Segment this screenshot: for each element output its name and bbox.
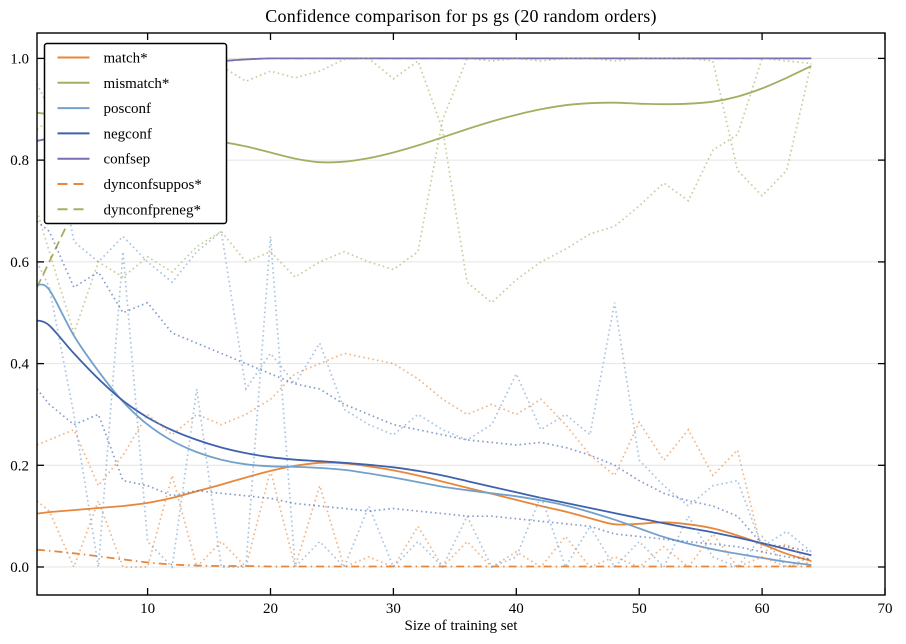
x-tick-label-50: 50 [632, 601, 647, 617]
chart-title: Confidence comparison for ps gs (20 rand… [265, 6, 657, 26]
x-axis-label: Size of training set [404, 618, 518, 634]
y-tick-label-0.8: 0.8 [10, 153, 29, 169]
series-mismatch-upper-line [37, 57, 812, 304]
series-negconf-lower-line [37, 388, 812, 561]
legend-label-confsep: confsep [104, 152, 151, 168]
x-tick-label-30: 30 [386, 601, 401, 617]
series-posconf-upper-line [37, 83, 812, 553]
series-dynconfsuppos-line [37, 548, 812, 568]
plot-spines [36, 32, 886, 596]
legend-label-mismatch: mismatch* [104, 76, 170, 92]
legend-label-negconf: negconf [104, 126, 152, 142]
series-match-lower-line [37, 470, 812, 571]
series-posconf-line [37, 283, 812, 566]
legend-label-posconf: posconf [104, 101, 152, 117]
legend-label-dynconfsuppos: dynconfsuppos* [104, 177, 202, 193]
x-tick-label-20: 20 [263, 601, 278, 617]
x-tick-label-10: 10 [140, 601, 155, 617]
series-match-line [37, 461, 812, 562]
y-tick-label-0: 0.0 [10, 560, 29, 576]
y-tick-label-0.4: 0.4 [10, 357, 29, 373]
x-tick-label-40: 40 [509, 601, 524, 617]
series-mismatch-lower-line [37, 57, 813, 336]
series-negconf-upper-line [37, 220, 812, 553]
legend-box [43, 42, 228, 225]
series-match-upper-line [37, 352, 812, 563]
legend-label-match: match* [104, 51, 148, 67]
y-tick-label-0.6: 0.6 [10, 255, 29, 271]
x-tick-label-70: 70 [878, 601, 893, 617]
y-tick-label-0.2: 0.2 [10, 458, 29, 474]
legend-label-dynconfpreneg: dynconfpreneg* [104, 202, 201, 218]
y-tick-label-1: 1.0 [10, 51, 29, 67]
series-posconf-lower-line [37, 236, 812, 569]
x-tick-label-60: 60 [755, 601, 770, 617]
series-negconf-line [37, 319, 812, 557]
